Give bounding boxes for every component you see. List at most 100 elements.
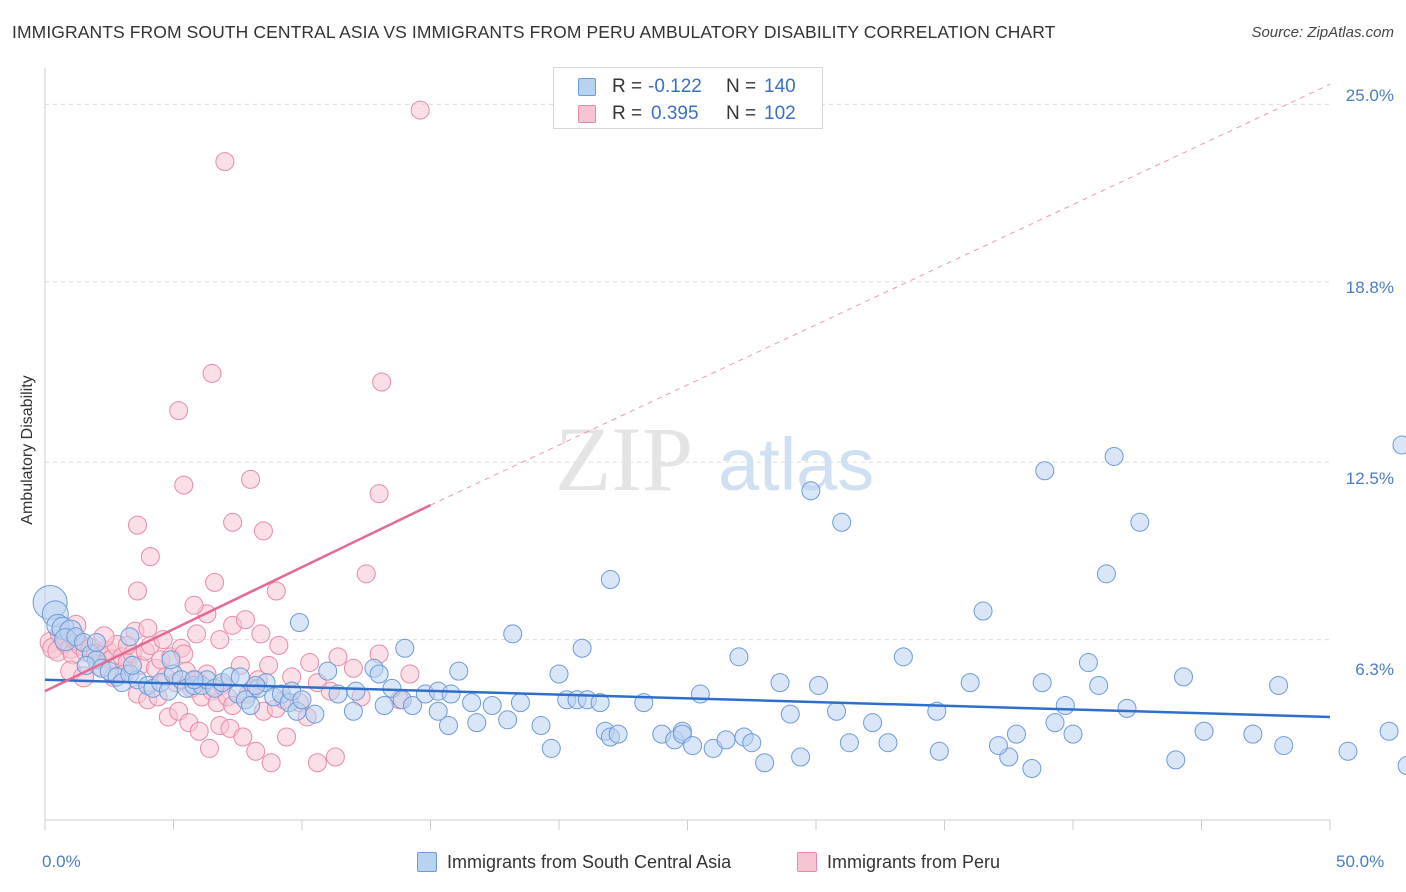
data-point-peru — [343, 658, 363, 678]
data-point-south-central-asia — [369, 664, 389, 684]
trend-lines — [44, 83, 1331, 719]
data-point-south-central-asia — [1174, 667, 1194, 687]
data-point-peru — [251, 624, 271, 644]
data-point-south-central-asia — [791, 747, 811, 767]
watermark: ZIP atlas — [555, 408, 874, 510]
data-point-south-central-asia — [608, 724, 628, 744]
data-point-south-central-asia — [498, 710, 518, 730]
data-point-peru — [210, 630, 230, 650]
data-point-south-central-asia — [893, 647, 913, 667]
data-point-south-central-asia — [531, 716, 551, 736]
data-point-peru — [169, 401, 189, 421]
bottom-legend-swatch-blue — [417, 852, 437, 872]
data-point-south-central-asia — [742, 733, 762, 753]
data-point-peru — [128, 515, 148, 535]
data-point-south-central-asia — [1397, 756, 1406, 776]
data-point-south-central-asia — [428, 701, 448, 721]
data-point-south-central-asia — [839, 733, 859, 753]
data-point-south-central-asia — [1269, 675, 1289, 695]
data-point-peru — [356, 564, 376, 584]
data-point-south-central-asia — [827, 701, 847, 721]
y-tick-label: 25.0% — [1345, 86, 1394, 105]
data-point-south-central-asia — [863, 713, 883, 733]
data-point-south-central-asia — [1006, 724, 1026, 744]
x-tick-label: 50.0% — [1336, 852, 1385, 871]
data-point-peru — [233, 727, 253, 747]
data-point-south-central-asia — [755, 753, 775, 773]
legend-swatch-pink — [578, 105, 596, 123]
data-point-south-central-asia — [973, 601, 993, 621]
data-point-south-central-asia — [572, 638, 592, 658]
data-point-south-central-asia — [449, 661, 469, 681]
data-point-south-central-asia — [1032, 673, 1052, 693]
data-point-peru — [277, 727, 297, 747]
legend-r-value: 0.395 — [651, 103, 699, 124]
data-point-south-central-asia — [600, 570, 620, 590]
data-point-south-central-asia — [1130, 512, 1150, 532]
data-point-south-central-asia — [1274, 736, 1294, 756]
data-point-peru — [253, 521, 273, 541]
data-point-south-central-asia — [503, 624, 523, 644]
data-point-south-central-asia — [1194, 721, 1214, 741]
data-point-peru — [259, 655, 279, 675]
data-point-south-central-asia — [305, 704, 325, 724]
data-point-peru — [235, 610, 255, 630]
trend-line-south-central-asia — [44, 678, 1331, 719]
data-point-peru — [307, 753, 327, 773]
data-point-south-central-asia — [1096, 564, 1116, 584]
data-point-peru — [400, 664, 420, 684]
data-point-south-central-asia — [683, 736, 703, 756]
data-point-south-central-asia — [292, 690, 312, 710]
data-point-south-central-asia — [878, 733, 898, 753]
trend-line-peru-extension — [430, 83, 1331, 506]
data-point-peru — [325, 747, 345, 767]
data-point-south-central-asia — [403, 695, 423, 715]
y-tick-label: 12.5% — [1345, 469, 1394, 488]
y-tick-label: 18.8% — [1345, 278, 1394, 297]
data-point-peru — [199, 738, 219, 758]
legend-n-label: N = — [726, 76, 757, 97]
x-tick-label: 0.0% — [42, 852, 81, 871]
legend-n-value: 102 — [764, 103, 796, 124]
data-point-south-central-asia — [809, 675, 829, 695]
bottom-legend-item-peru: Immigrants from Peru — [797, 852, 1000, 873]
data-point-south-central-asia — [1055, 695, 1075, 715]
legend-swatch-blue — [578, 78, 596, 96]
legend-r-value: -0.122 — [648, 76, 702, 97]
data-point-peru — [261, 753, 281, 773]
bottom-legend-label: Immigrants from South Central Asia — [447, 852, 732, 872]
data-point-south-central-asia — [988, 736, 1008, 756]
y-tick-label: 6.3% — [1355, 660, 1394, 679]
data-point-south-central-asia — [462, 693, 482, 713]
data-point-south-central-asia — [1392, 435, 1406, 455]
legend-r-label: R = — [612, 103, 643, 124]
data-point-south-central-asia — [1035, 461, 1055, 481]
trend-line-peru — [44, 503, 432, 693]
data-point-peru — [269, 635, 289, 655]
data-point-south-central-asia — [690, 684, 710, 704]
y-axis-label-wrap: Ambulatory Disability — [10, 350, 46, 550]
data-point-south-central-asia — [86, 633, 106, 653]
data-point-peru — [189, 721, 209, 741]
bottom-legend-label: Immigrants from Peru — [827, 852, 1001, 872]
data-point-south-central-asia — [1338, 741, 1358, 761]
data-point-south-central-asia — [832, 512, 852, 532]
data-point-south-central-asia — [482, 695, 502, 715]
data-point-peru — [328, 647, 348, 667]
data-point-south-central-asia — [161, 650, 181, 670]
data-point-south-central-asia — [289, 612, 309, 632]
chart-title: IMMIGRANTS FROM SOUTH CENTRAL ASIA VS IM… — [12, 22, 1056, 42]
data-point-south-central-asia — [120, 627, 140, 647]
data-point-south-central-asia — [318, 661, 338, 681]
data-point-peru — [205, 572, 225, 592]
data-point-south-central-asia — [716, 730, 736, 750]
data-point-south-central-asia — [1078, 653, 1098, 673]
data-point-south-central-asia — [729, 647, 749, 667]
y-axis-label: Ambulatory Disability — [19, 375, 36, 525]
data-point-south-central-asia — [438, 716, 458, 736]
legend-r-label: R = — [612, 76, 643, 97]
data-point-south-central-asia — [395, 638, 415, 658]
data-point-south-central-asia — [184, 670, 204, 690]
data-point-south-central-asia — [770, 673, 790, 693]
